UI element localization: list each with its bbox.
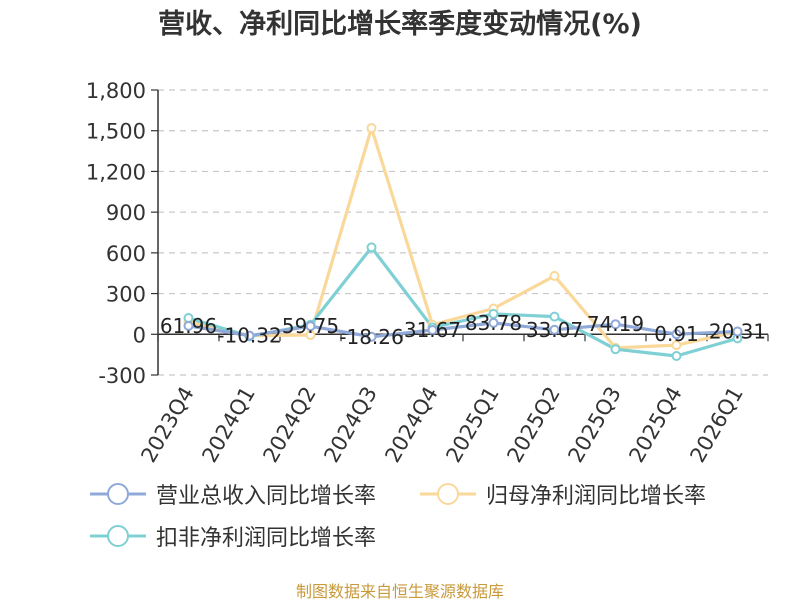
data-label: 33.07	[526, 318, 583, 342]
y-tick-label: -300	[98, 364, 146, 388]
data-label: 59.75	[282, 314, 339, 338]
data-label: 31.67	[404, 318, 461, 342]
legend-item-revenue[interactable]: 营业总收入同比增长率	[90, 476, 376, 512]
data-label: 83.78	[465, 311, 522, 335]
data-point[interactable]	[610, 319, 621, 330]
data-label: -18.26	[339, 325, 403, 349]
y-tick-label: 1,500	[86, 120, 146, 144]
x-tick-label: 2024Q4	[380, 383, 442, 467]
data-label: -10.32	[217, 324, 281, 348]
data-point[interactable]	[366, 331, 377, 342]
x-tick-label: 2023Q4	[136, 383, 198, 467]
data-point[interactable]	[732, 326, 743, 337]
y-tick-label: 300	[106, 283, 146, 307]
data-point[interactable]	[549, 311, 560, 322]
data-point[interactable]	[183, 320, 194, 331]
legend-item-net-profit[interactable]: 归母净利润同比增长率	[420, 476, 706, 512]
x-tick-label: 2025Q1	[441, 383, 503, 467]
series-line-0	[188, 321, 738, 339]
legend-label: 营业总收入同比增长率	[156, 484, 377, 509]
legend-marker-revenue-icon	[90, 483, 146, 505]
y-tick-label: 0	[133, 323, 146, 347]
data-point[interactable]	[366, 242, 377, 253]
x-tick-label: 2025Q2	[502, 383, 564, 467]
legend-label: 扣非净利润同比增长率	[156, 526, 377, 551]
data-point[interactable]	[366, 123, 377, 133]
y-tick-label: 600	[106, 242, 146, 266]
data-point[interactable]	[488, 317, 499, 328]
data-label: 0.91	[654, 322, 699, 346]
legend-marker-net-profit-icon	[420, 483, 476, 505]
y-tick-label: 900	[106, 201, 146, 225]
source-note: 制图数据来自恒生聚源数据库	[295, 582, 504, 601]
x-tick-label: 2024Q2	[258, 383, 320, 467]
legend-item-deducted-profit[interactable]: 扣非净利润同比增长率	[90, 518, 376, 554]
data-point[interactable]	[549, 324, 560, 335]
data-label: 74.19	[587, 312, 644, 336]
x-tick-label: 2025Q3	[563, 383, 625, 467]
chart-title: 营收、净利同比增长率季度变动情况(%)	[158, 9, 642, 40]
data-point[interactable]	[610, 344, 621, 355]
legend-marker-deducted-profit-icon	[90, 525, 146, 547]
y-tick-label: 1,800	[86, 79, 146, 103]
x-tick-label: 2026Q1	[685, 383, 747, 467]
x-tick-label: 2025Q4	[624, 383, 686, 467]
data-label: 20.31	[709, 320, 766, 344]
legend-label: 归母净利润同比增长率	[486, 484, 707, 509]
data-point[interactable]	[671, 340, 682, 351]
data-point[interactable]	[549, 270, 560, 281]
data-point[interactable]	[244, 330, 255, 341]
series-line-1	[188, 126, 738, 350]
x-tick-label: 2024Q1	[197, 383, 259, 467]
y-tick-label: 1,200	[86, 160, 146, 184]
data-point[interactable]	[671, 329, 682, 340]
data-point[interactable]	[427, 324, 438, 335]
data-point[interactable]	[305, 321, 316, 332]
data-point[interactable]	[671, 351, 682, 361]
data-label: 61.96	[160, 314, 217, 338]
x-tick-label: 2024Q3	[319, 383, 381, 467]
